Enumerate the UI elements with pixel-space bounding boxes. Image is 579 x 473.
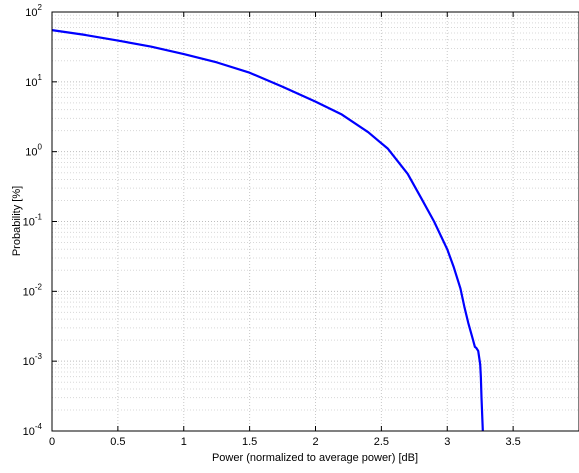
x-axis-label: Power (normalized to average power) [dB] xyxy=(212,452,418,464)
y-tick-label: 10-2 xyxy=(23,282,43,298)
y-tick-label: 10-3 xyxy=(23,352,43,368)
y-tick-label: 100 xyxy=(25,143,42,159)
series-line xyxy=(51,29,484,432)
x-tick-label: 1 xyxy=(181,436,187,448)
y-axis-label: Probability [%] xyxy=(11,186,23,256)
x-tick-label: 2.5 xyxy=(374,436,389,448)
x-tick-label: 1.5 xyxy=(242,436,257,448)
x-tick-label: 0.5 xyxy=(110,436,125,448)
series-layer xyxy=(51,29,484,432)
grid xyxy=(52,12,579,431)
x-tick-label: 2 xyxy=(312,436,318,448)
x-tick-label: 0 xyxy=(49,436,55,448)
y-tick-label: 10-4 xyxy=(23,422,43,438)
x-tick-label: 3.5 xyxy=(505,436,520,448)
ticks: 0 0.5 1 1.5 2 2.5 3 3.5 102 101 100 10-1 10-2 10-3 10-… xyxy=(23,3,521,448)
y-tick-label: 10-1 xyxy=(23,213,43,229)
x-tick-label: 3 xyxy=(444,436,450,448)
y-tick-label: 102 xyxy=(25,3,42,19)
y-tick-label: 101 xyxy=(25,73,42,89)
